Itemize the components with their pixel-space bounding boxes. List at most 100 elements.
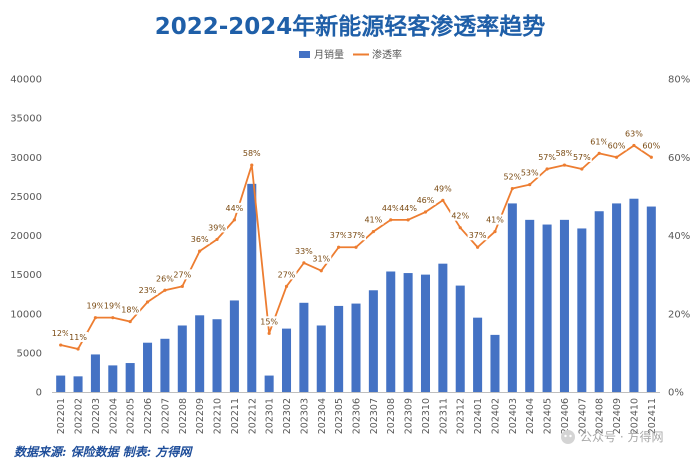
- penetration-rate-point: [476, 245, 480, 249]
- label-background: [467, 230, 488, 241]
- penetration-rate-label: 26%: [156, 274, 174, 283]
- penetration-rate-point: [406, 218, 410, 222]
- bar-monthly-sales: [143, 342, 153, 392]
- penetration-rate-label: 44%: [399, 204, 417, 213]
- penetration-rate-label: 57%: [573, 153, 591, 162]
- penetration-rate-point: [163, 288, 167, 292]
- legend-label-bar: 月销量: [314, 48, 344, 61]
- x-tick-label: 202310: [421, 398, 432, 434]
- penetration-rate-label-group: 36%: [189, 234, 210, 245]
- bar-monthly-sales: [177, 325, 187, 392]
- penetration-rate-label: 37%: [330, 231, 348, 240]
- x-tick-label: 202203: [91, 398, 102, 434]
- penetration-rate-label-group: 27%: [276, 269, 297, 280]
- penetration-rate-label: 52%: [503, 173, 521, 182]
- penetration-rate-point: [180, 284, 184, 288]
- line-series: 12% 11%19% 19% 18%23%26% 27%36%39%44%58%15%2…: [50, 128, 662, 351]
- bar-monthly-sales: [542, 224, 552, 392]
- penetration-rate-label-group: 41%: [484, 214, 505, 225]
- right-y-tick-label: 60%: [668, 153, 690, 164]
- label-background: [120, 304, 141, 315]
- x-tick-label: 202301: [265, 398, 276, 434]
- penetration-rate-point: [389, 218, 393, 222]
- bar-monthly-sales: [212, 319, 222, 392]
- label-background: [589, 136, 610, 147]
- label-background: [68, 331, 89, 342]
- penetration-rate-label: 60%: [642, 141, 660, 150]
- penetration-rate-label-group: 12%: [50, 328, 71, 339]
- data-source-note: 数据来源: 保险数据 制表: 方得网: [14, 445, 193, 459]
- bar-monthly-sales: [420, 274, 431, 392]
- label-background: [85, 300, 106, 311]
- penetration-rate-label-group: 58%: [241, 148, 262, 159]
- bar-monthly-sales: [264, 375, 274, 392]
- penetration-rate-label: 11%: [69, 333, 87, 342]
- chart-title: 2022-2024年新能源轻客渗透率趋势: [155, 13, 546, 40]
- x-tick-label: 202202: [74, 398, 85, 434]
- penetration-rate-label: 53%: [521, 169, 539, 178]
- label-background: [641, 140, 662, 151]
- penetration-rate-label-group: 31%: [311, 253, 332, 264]
- legend-label-line: 渗透率: [372, 48, 402, 61]
- label-background: [537, 151, 558, 162]
- label-background: [398, 202, 419, 213]
- penetration-rate-label: 27%: [278, 270, 296, 279]
- penetration-rate-label-group: 42%: [450, 210, 471, 221]
- right-y-tick-label: 20%: [668, 309, 690, 320]
- x-tick-label: 202309: [404, 398, 415, 434]
- label-background: [363, 214, 384, 225]
- bar-monthly-sales: [386, 271, 396, 392]
- penetration-rate-label: 42%: [451, 212, 469, 221]
- x-tick-label: 202406: [560, 398, 571, 434]
- penetration-rate-label: 23%: [139, 286, 157, 295]
- label-background: [102, 300, 123, 311]
- left-y-tick-label: 5000: [17, 348, 42, 359]
- penetration-rate-point: [632, 143, 636, 148]
- penetration-rate-label-group: 37%: [467, 230, 488, 241]
- penetration-rate-point: [198, 249, 202, 253]
- x-tick-label: 202312: [456, 398, 467, 434]
- penetration-rate-label: 37%: [347, 231, 365, 240]
- bar-monthly-sales: [299, 302, 309, 392]
- x-tick-label: 202303: [299, 398, 310, 434]
- penetration-rate-point: [597, 151, 601, 155]
- penetration-rate-label-group: 44%: [224, 202, 245, 213]
- penetration-rate-point: [302, 261, 306, 265]
- penetration-rate-point: [232, 218, 236, 222]
- penetration-rate-label-group: 18%: [120, 304, 141, 315]
- penetration-rate-point: [337, 245, 341, 249]
- x-tick-label: 202405: [543, 398, 554, 434]
- left-y-tick-label: 35000: [10, 114, 42, 125]
- label-background: [432, 183, 453, 194]
- penetration-rate-point: [215, 237, 219, 242]
- bar-monthly-sales: [368, 290, 378, 392]
- bar-monthly-sales: [525, 219, 535, 392]
- penetration-rate-label: 49%: [434, 184, 452, 193]
- penetration-rate-label: 41%: [486, 216, 504, 225]
- penetration-rate-label: 31%: [312, 255, 330, 264]
- label-background: [137, 285, 158, 296]
- x-tick-label: 202305: [334, 398, 345, 434]
- x-tick-label: 202308: [386, 398, 397, 434]
- label-background: [519, 167, 540, 178]
- label-background: [293, 245, 314, 256]
- left-y-tick-label: 20000: [10, 231, 42, 242]
- penetration-rate-point: [250, 163, 254, 167]
- penetration-rate-label-group: 60%: [606, 140, 627, 151]
- x-tick-label: 202207: [160, 398, 171, 434]
- label-background: [502, 171, 523, 182]
- x-tick-label: 202408: [595, 398, 606, 434]
- penetration-rate-point: [371, 229, 375, 234]
- penetration-rate-label: 18%: [121, 306, 139, 315]
- label-background: [154, 273, 175, 284]
- right-y-tick-label: 40%: [668, 231, 690, 242]
- x-tick-label: 202307: [369, 398, 380, 434]
- penetration-rate-label: 57%: [538, 153, 556, 162]
- label-background: [484, 214, 505, 225]
- penetration-rate-label-group: 39%: [207, 222, 228, 233]
- penetration-rate-point: [76, 347, 80, 351]
- penetration-rate-label-group: 63%: [623, 128, 644, 139]
- label-background: [606, 140, 627, 151]
- bar-series: [56, 183, 656, 392]
